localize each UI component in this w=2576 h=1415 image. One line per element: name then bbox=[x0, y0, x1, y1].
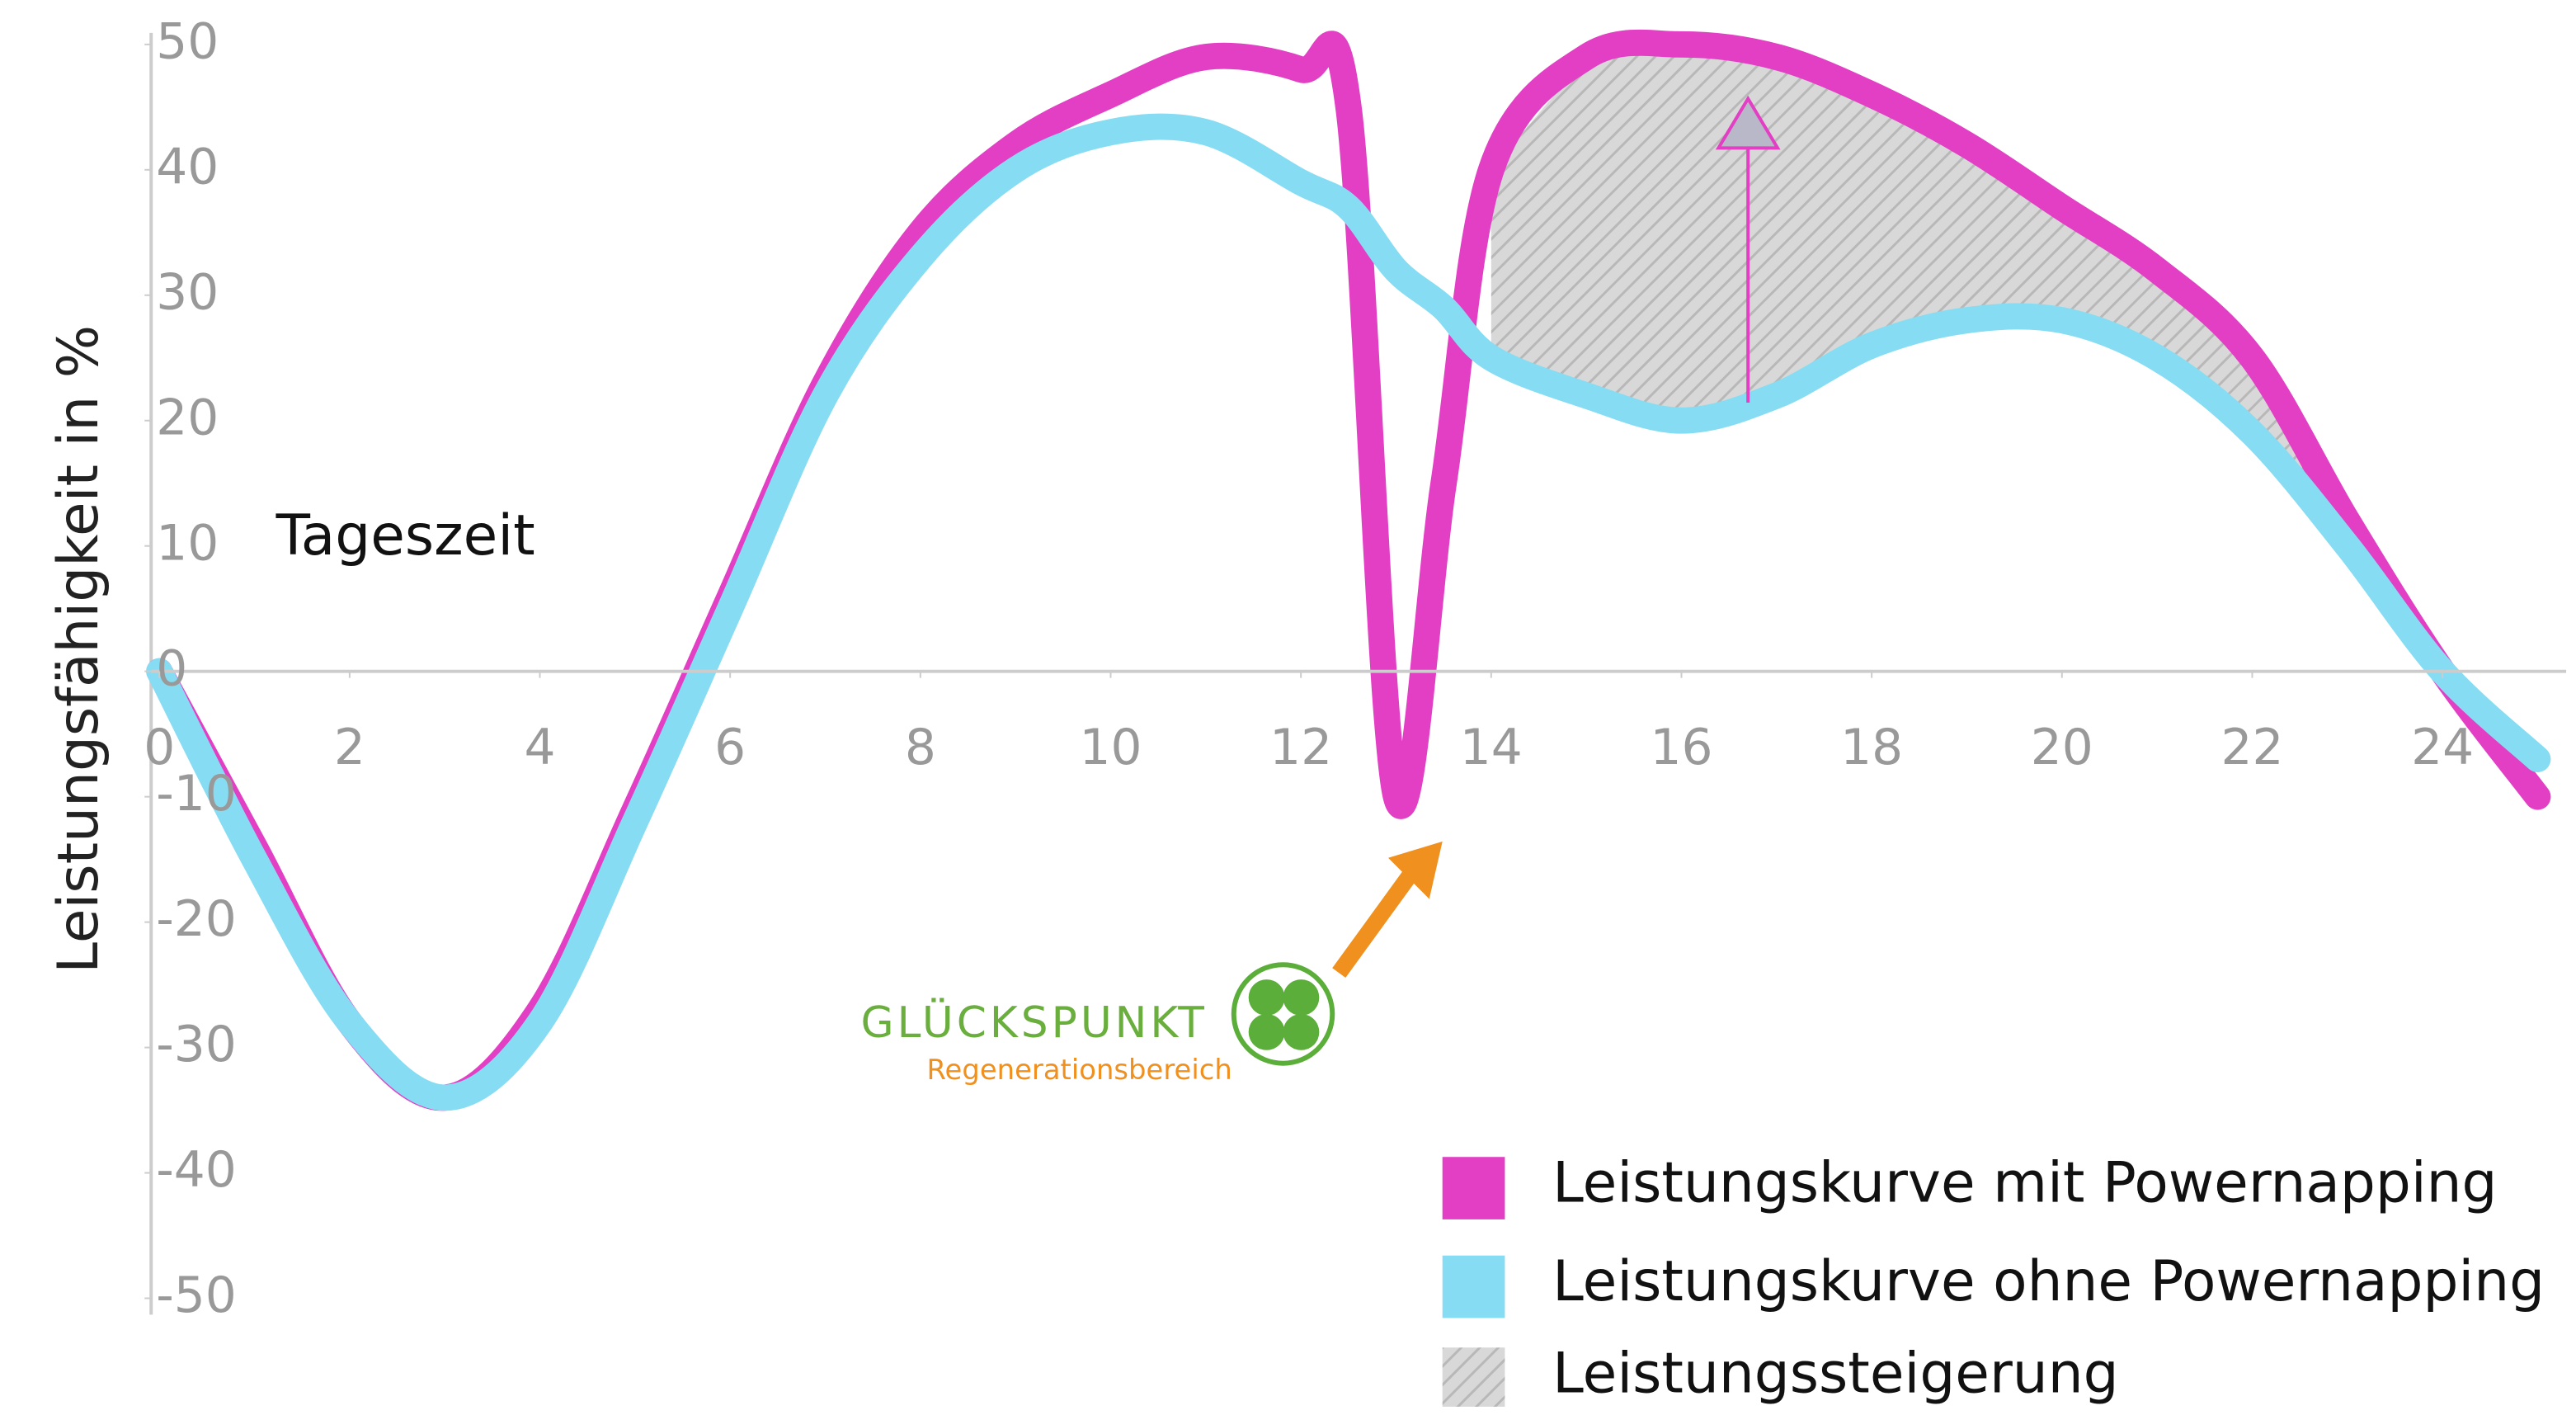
x-tick-label: 16 bbox=[1650, 719, 1712, 776]
x-tick-label: 18 bbox=[1840, 719, 1903, 776]
y-tick-label: 30 bbox=[156, 264, 219, 321]
x-tick-label: 14 bbox=[1460, 719, 1523, 776]
x-tick-label: 10 bbox=[1079, 719, 1142, 776]
x-tick-label: 0 bbox=[144, 719, 175, 776]
x-tick-label: 12 bbox=[1269, 719, 1332, 776]
arrow bbox=[1332, 866, 1420, 979]
arrow-head bbox=[1387, 841, 1443, 899]
x-tick-label: 24 bbox=[2411, 719, 2474, 776]
x-tick-label: 4 bbox=[525, 719, 556, 776]
series-line bbox=[146, 113, 2551, 1111]
y-tick-label: 20 bbox=[156, 389, 219, 446]
x-tick-label: 8 bbox=[905, 719, 936, 776]
leaf bbox=[1248, 979, 1285, 1016]
brand-subtitle: Regenerationsbereich bbox=[927, 1054, 1232, 1086]
leaf bbox=[1283, 979, 1320, 1016]
gain-arrow-head bbox=[1715, 95, 1781, 150]
x-tick-label: 22 bbox=[2220, 719, 2283, 776]
x-axis-label: Tageszeit bbox=[275, 502, 535, 568]
legend-label: Leistungssteigerung bbox=[1552, 1341, 2118, 1406]
leaf bbox=[1283, 1013, 1320, 1050]
y-tick-label: -30 bbox=[156, 1016, 237, 1073]
legend-label: Leistungskurve ohne Powernapping bbox=[1552, 1248, 2545, 1314]
y-tick-label: 10 bbox=[156, 515, 219, 572]
y-tick-label: -10 bbox=[156, 766, 237, 823]
gain-area bbox=[1491, 44, 2443, 672]
logo-ring bbox=[1231, 962, 1335, 1066]
legend-swatch bbox=[1442, 1157, 1505, 1219]
x-tick-label: 20 bbox=[2031, 719, 2093, 776]
y-tick-label: 40 bbox=[156, 139, 219, 196]
y-axis-label: Leistungsfähigkeit in % bbox=[45, 325, 111, 974]
brand-logo: GLÜCKSPUNKT Regenerationsbereich bbox=[861, 841, 1443, 1086]
leaf bbox=[1248, 1013, 1285, 1050]
legend-swatch bbox=[1442, 1255, 1505, 1318]
x-tick-label: 6 bbox=[714, 719, 746, 776]
x-tick-label: 2 bbox=[334, 719, 365, 776]
y-tick-label: -20 bbox=[156, 891, 237, 948]
y-tick-label: 50 bbox=[156, 13, 219, 70]
legend-label: Leistungskurve mit Powernapping bbox=[1552, 1150, 2497, 1215]
brand-name: GLÜCKSPUNKT bbox=[861, 998, 1208, 1048]
y-tick-label: -40 bbox=[156, 1142, 237, 1199]
legend-swatch bbox=[1442, 1347, 1505, 1407]
y-tick-label: 0 bbox=[156, 640, 187, 697]
y-tick-label: -50 bbox=[156, 1267, 237, 1324]
